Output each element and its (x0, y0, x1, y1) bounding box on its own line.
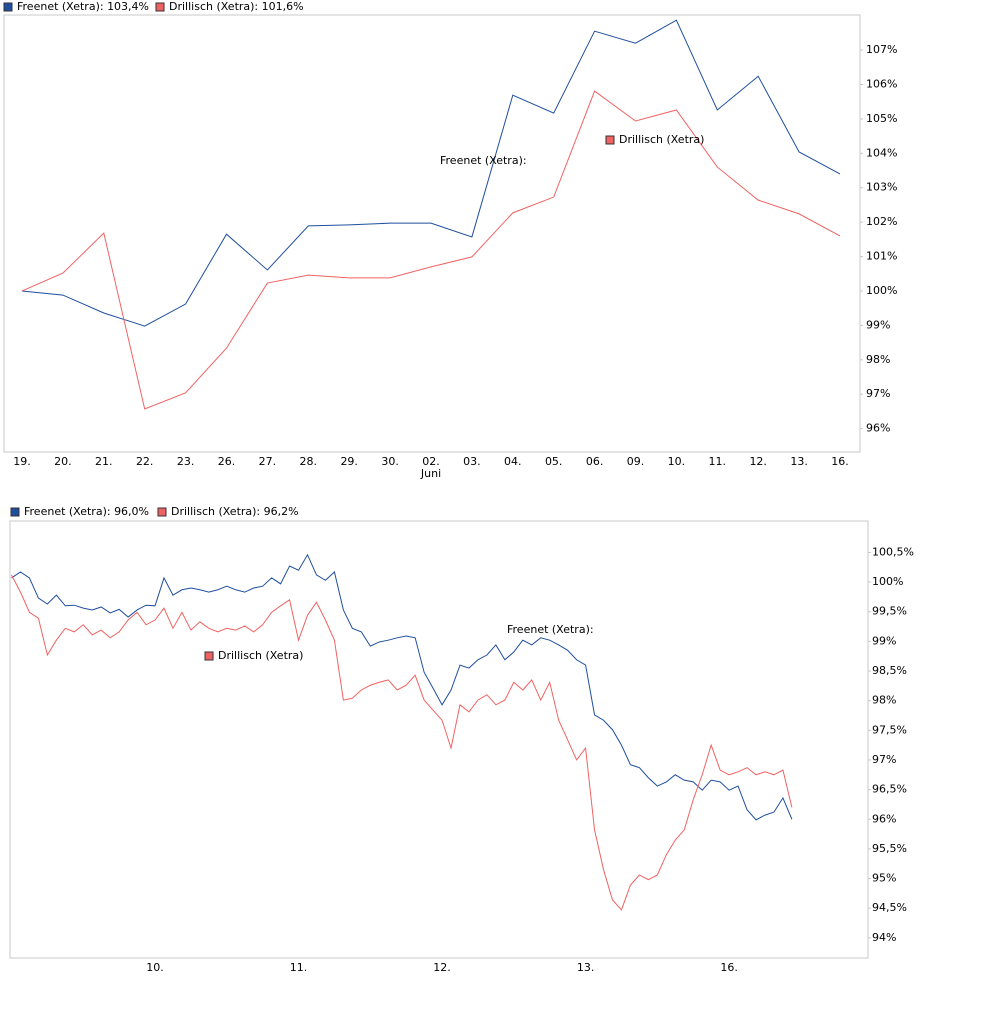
y-tick-label: 105% (866, 112, 897, 125)
y-tick-label: 96% (872, 812, 896, 825)
x-tick-label: 05. (545, 455, 563, 468)
x-tick-label: 09. (627, 455, 645, 468)
x-tick-label: 12. (749, 455, 767, 468)
x-tick-label: 16. (831, 455, 849, 468)
x-tick-label: 27. (259, 455, 277, 468)
y-tick-label: 104% (866, 146, 897, 159)
x-tick-label: 03. (463, 455, 481, 468)
x-tick-label: 16. (720, 961, 738, 974)
x-tick-label: 26. (218, 455, 236, 468)
x-tick-label: 13. (790, 455, 808, 468)
x-tick-label: 30. (381, 455, 399, 468)
x-tick-label: 04. (504, 455, 522, 468)
x-tick-label: 28. (300, 455, 318, 468)
y-tick-label: 96,5% (872, 783, 907, 796)
y-tick-label: 106% (866, 78, 897, 91)
x-tick-label: 29. (340, 455, 358, 468)
x-tick-label: 22. (136, 455, 154, 468)
legend-swatch (3, 2, 13, 12)
annotation: Drillisch (Xetra) (619, 133, 704, 146)
x-tick-label: 13. (577, 961, 595, 974)
y-tick-label: 96% (866, 422, 890, 435)
y-tick-label: 95% (872, 872, 896, 885)
x-tick-label: 10. (668, 455, 686, 468)
x-tick-label: 02. (422, 455, 440, 468)
legend-label: Freenet (Xetra): 103,4% (17, 0, 149, 13)
y-tick-label: 107% (866, 43, 897, 56)
y-tick-label: 98% (872, 694, 896, 707)
x-tick-label: 19. (13, 455, 31, 468)
annotation: Freenet (Xetra): (440, 154, 527, 167)
x-tick-label: 20. (54, 455, 72, 468)
y-tick-label: 100% (872, 575, 903, 588)
y-tick-label: 102% (866, 215, 897, 228)
y-tick-label: 95,5% (872, 842, 907, 855)
y-tick-label: 94,5% (872, 901, 907, 914)
y-tick-label: 97% (866, 387, 890, 400)
y-tick-label: 99,5% (872, 605, 907, 618)
x-tick-label: 12. (433, 961, 451, 974)
legend-label: Freenet (Xetra): 96,0% (24, 505, 149, 518)
y-tick-label: 100,5% (872, 545, 914, 558)
legend-label: Drillisch (Xetra): 96,2% (171, 505, 299, 518)
plot-area (3, 14, 861, 453)
x-tick-label: 11. (290, 961, 308, 974)
series-line (21, 19, 841, 327)
y-tick-label: 98% (866, 353, 890, 366)
annotation: Freenet (Xetra): (507, 623, 594, 636)
x-tick-label: 10. (146, 961, 164, 974)
series-line (21, 90, 841, 410)
x-tick-label: 23. (177, 455, 195, 468)
legend-swatch (157, 507, 167, 517)
y-tick-label: 103% (866, 181, 897, 194)
y-tick-label: 97,5% (872, 723, 907, 736)
series-line (11, 574, 793, 911)
annotation-swatch (204, 651, 214, 661)
annotation-swatch (605, 135, 615, 145)
y-tick-label: 97% (872, 753, 896, 766)
legend-swatch (155, 2, 165, 12)
y-tick-label: 101% (866, 250, 897, 263)
x-axis-label: Juni (420, 467, 441, 480)
x-tick-label: 06. (586, 455, 604, 468)
y-tick-label: 99% (872, 634, 896, 647)
series-line (11, 553, 793, 821)
y-tick-label: 100% (866, 284, 897, 297)
legend-swatch (10, 507, 20, 517)
y-tick-label: 99% (866, 318, 890, 331)
annotation: Drillisch (Xetra) (218, 649, 303, 662)
y-tick-label: 94% (872, 931, 896, 944)
x-tick-label: 11. (709, 455, 727, 468)
plot-area (9, 520, 869, 959)
legend-label: Drillisch (Xetra): 101,6% (169, 0, 304, 13)
x-tick-label: 21. (95, 455, 113, 468)
y-tick-label: 98,5% (872, 664, 907, 677)
